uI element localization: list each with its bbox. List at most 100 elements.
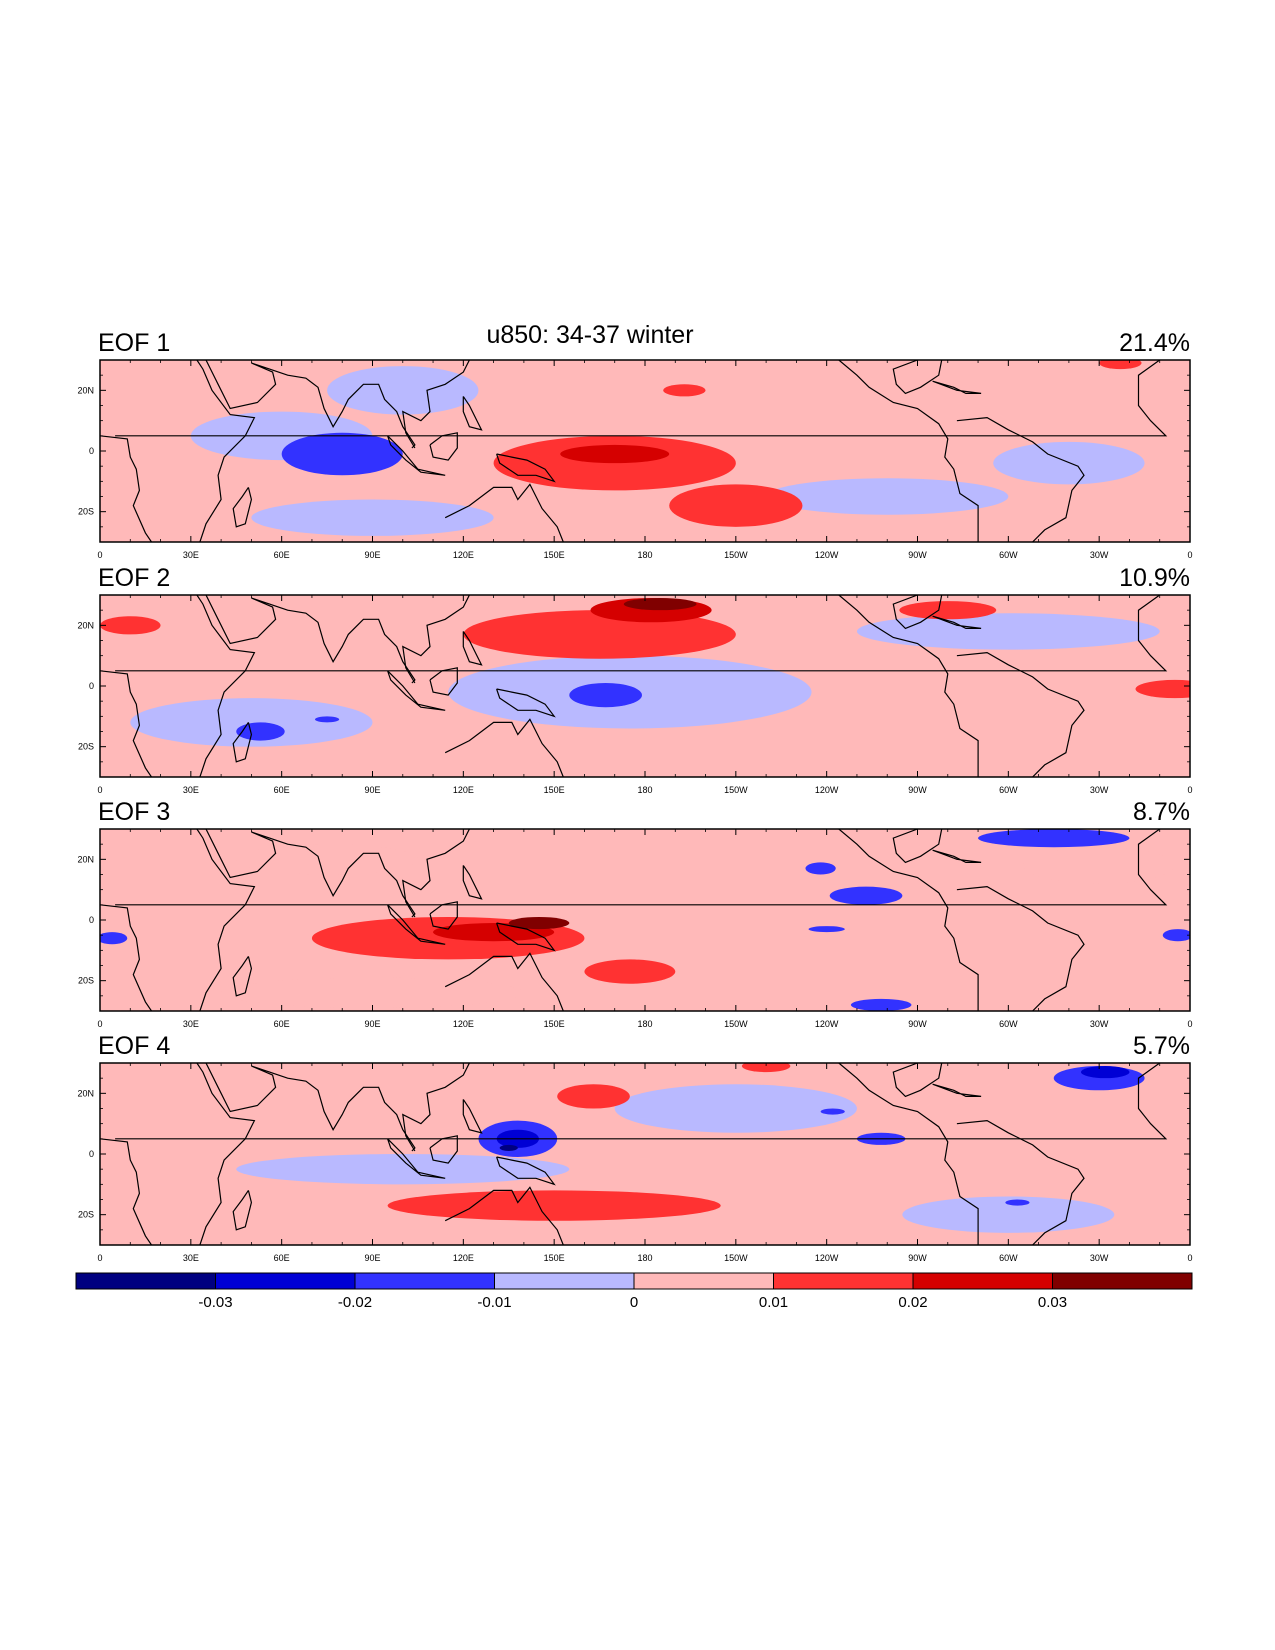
lon-tick-label: 90E <box>364 550 380 560</box>
lat-tick-label: 20N <box>77 854 94 864</box>
coastline <box>892 360 943 395</box>
contour-northwest-pacific-positive <box>557 1084 630 1109</box>
contour-indian-weak-negative <box>236 1154 570 1185</box>
contour-east-pacific-weak-negative <box>766 478 1009 515</box>
contour-caribbean-negative <box>978 829 1130 848</box>
lon-tick-label: 60E <box>274 1253 290 1263</box>
coastline <box>892 829 943 864</box>
lon-tick-label: 120W <box>815 550 839 560</box>
coastline <box>232 487 253 528</box>
colorbar-label: 0.01 <box>759 1294 788 1311</box>
lon-tick-label: 120E <box>453 785 474 795</box>
panel-variance: 21.4% <box>1119 329 1190 357</box>
contour-madagascar-negative <box>236 722 285 741</box>
coastline <box>205 360 416 449</box>
contour-atlantic-negative-edge <box>1162 929 1190 942</box>
coastline <box>462 396 483 431</box>
contour-south-indian-weak-negative <box>251 499 494 536</box>
lat-tick-label: 20N <box>77 620 94 630</box>
contour-arabian-positive <box>100 616 161 635</box>
lon-tick-label: 120E <box>453 550 474 560</box>
map-area: 0 30E 60E 90E 120E 150E 180 150W 120W 90W 60W 30W 0 2… <box>77 1062 1193 1263</box>
panel-label: EOF 2 <box>98 564 170 592</box>
contour-north-atlantic-positive-spot <box>1099 360 1142 370</box>
contour-south-indian-weak-negative <box>130 698 373 747</box>
lon-tick-label: 120E <box>453 1253 474 1263</box>
lon-tick-label: 180 <box>637 785 652 795</box>
eof-panels: EOF 1 21.4% 0 30E 60E 90E 120E 150E 180 150W 120W 9… <box>77 329 1193 1263</box>
lon-tick-label: 180 <box>637 550 652 560</box>
colorbar-label: 0.03 <box>1038 1294 1067 1311</box>
map-area: 0 30E 60E 90E 120E 150E 180 150W 120W 90W 60W 30W 0 2… <box>77 594 1193 795</box>
lon-tick-label: 0 <box>97 1019 102 1029</box>
lon-tick-label: 60E <box>274 550 290 560</box>
coastline <box>892 1063 943 1098</box>
contour-northwest-pacific-max-positive <box>623 598 697 611</box>
lon-tick-label: 150E <box>544 1019 565 1029</box>
colorbar-box <box>215 1272 356 1290</box>
coastline <box>956 651 1085 777</box>
eof-panel-3: EOF 3 8.7% 0 30E 60E 90E 120E 150E 180 150W 120W 90… <box>77 798 1192 1029</box>
colorbar-box <box>912 1272 1053 1290</box>
lon-tick-label: 60E <box>274 785 290 795</box>
coastline <box>462 631 483 666</box>
lon-tick-label: 60E <box>274 1019 290 1029</box>
lon-tick-label: 0 <box>97 550 102 560</box>
coastline <box>838 829 979 1011</box>
contour-east-pacific-negative <box>829 886 903 905</box>
coastline <box>115 1063 1168 1140</box>
coastline <box>444 1186 564 1245</box>
lon-tick-label: 150E <box>544 785 565 795</box>
coastline <box>115 360 1168 437</box>
coastline <box>232 956 253 997</box>
contour-caribbean-positive <box>899 601 997 620</box>
panel-variance: 10.9% <box>1119 564 1190 592</box>
contour-bay-of-bengal-weak-negative <box>327 366 479 415</box>
colorbar-box <box>1052 1272 1193 1290</box>
lon-tick-label: 0 <box>97 785 102 795</box>
lon-tick-label: 30W <box>1090 1019 1109 1029</box>
coastline <box>402 829 470 918</box>
contour-south-indian-weak-positive <box>221 977 524 1008</box>
contour-north-pacific-positive-spot <box>663 384 706 397</box>
contour-south-pacific-negative-edge <box>850 998 912 1011</box>
lat-tick-label: 0 <box>89 681 94 691</box>
colorbar-box <box>633 1272 774 1290</box>
contour-pacific-weak-negative <box>614 1084 857 1133</box>
contour-atlantic-weak-positive <box>1023 847 1175 884</box>
contour-pacific-negative <box>569 682 642 708</box>
lon-tick-label: 90E <box>364 785 380 795</box>
lat-tick-label: 20N <box>77 385 94 395</box>
coastline <box>115 829 1168 906</box>
contour-coral-sea-positive-tail <box>584 959 676 984</box>
contour-north-pacific-positive-edge <box>741 1063 791 1073</box>
lat-tick-label: 20S <box>78 507 94 517</box>
colorbar-label: 0.02 <box>898 1294 927 1311</box>
contour-indian-negative-spot <box>314 716 340 723</box>
coastline <box>838 595 979 777</box>
lon-tick-label: 90W <box>908 785 927 795</box>
lon-tick-label: 150W <box>724 1253 748 1263</box>
contour-atlantic-positive <box>1135 679 1190 699</box>
colorbar: -0.03 -0.02 -0.01 0 0.01 0.02 0.03 <box>75 1272 1193 1311</box>
contour-brazil-negative-spot <box>1005 1199 1030 1206</box>
lon-tick-label: 30E <box>183 785 199 795</box>
lon-tick-label: 120W <box>815 785 839 795</box>
coastline <box>205 595 416 684</box>
coastline <box>402 1063 470 1152</box>
lon-tick-label: 30E <box>183 1019 199 1029</box>
eof-panel-2: EOF 2 10.9% 0 30E 60E 90E 120E 150E 180 150W 120W 9… <box>77 564 1193 795</box>
lon-tick-label: 30W <box>1090 785 1109 795</box>
coastline <box>100 670 152 777</box>
coastline <box>100 435 152 542</box>
lat-tick-label: 0 <box>89 446 94 456</box>
contour-northwest-pacific-positive <box>463 610 736 659</box>
contour-south-pacific-positive-tail <box>669 484 803 527</box>
contour-south-positive-band <box>387 1190 721 1221</box>
coastline <box>496 922 556 952</box>
coastline <box>402 595 470 684</box>
colorbar-label: 0 <box>630 1294 638 1311</box>
lon-tick-label: 0 <box>1187 550 1192 560</box>
coastline <box>838 360 979 542</box>
lon-tick-label: 150W <box>724 785 748 795</box>
